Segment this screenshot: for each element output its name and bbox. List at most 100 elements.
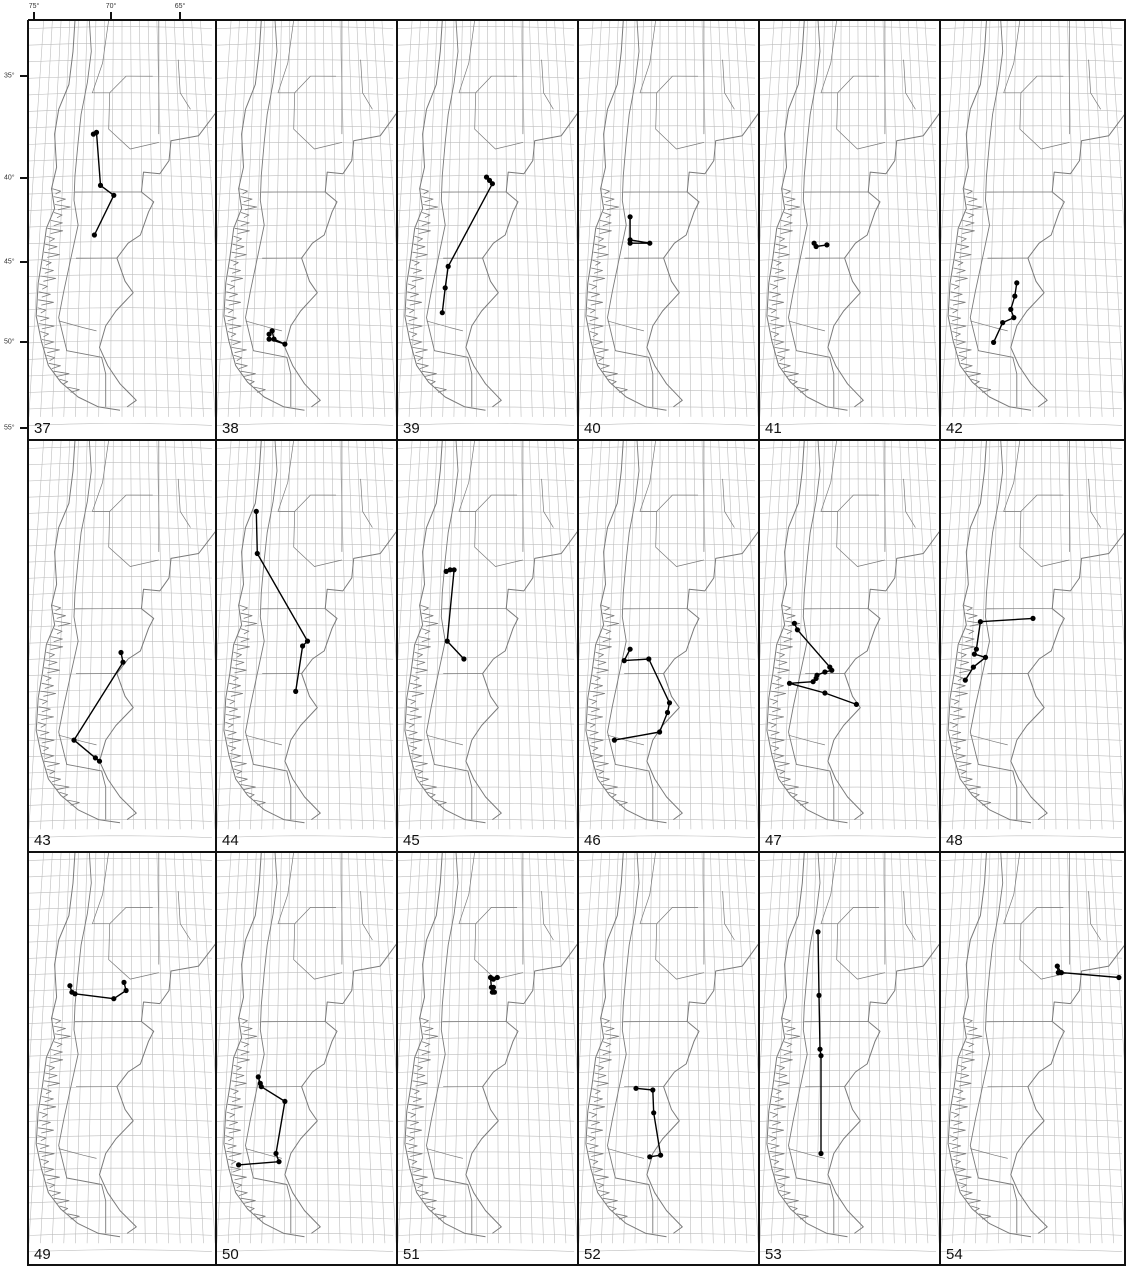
graticule-parallel bbox=[28, 446, 212, 449]
fjord-coast bbox=[234, 227, 250, 234]
province-border bbox=[108, 511, 159, 567]
fjord-coast bbox=[769, 737, 785, 744]
graticule-meridian bbox=[397, 20, 413, 261]
province-border bbox=[474, 92, 523, 150]
fjord-coast bbox=[768, 307, 777, 314]
location-point bbox=[824, 242, 830, 248]
graticule-parallel bbox=[759, 373, 937, 377]
graticule-parallel bbox=[759, 462, 937, 466]
graticule-parallel bbox=[578, 858, 756, 861]
location-point bbox=[96, 758, 103, 764]
fjord-coast bbox=[769, 1150, 785, 1157]
panel-number-label: 37 bbox=[34, 420, 51, 437]
graticule-meridian bbox=[676, 440, 680, 830]
graticule-parallel bbox=[940, 1233, 1123, 1236]
fjord-coast bbox=[770, 745, 780, 752]
graticule-parallel bbox=[940, 390, 1123, 393]
fjord-coast bbox=[979, 799, 992, 806]
graticule-parallel bbox=[940, 657, 1123, 660]
fjord-coast bbox=[772, 682, 784, 689]
pacific-coastline bbox=[585, 20, 667, 411]
fjord-coast bbox=[774, 667, 790, 674]
graticule-parallel bbox=[397, 592, 575, 595]
fjord-coast bbox=[231, 1080, 247, 1087]
location-point bbox=[611, 737, 617, 743]
graticule-parallel bbox=[940, 175, 1123, 178]
atlantic-coastline bbox=[827, 943, 940, 1234]
graticule-parallel bbox=[397, 559, 575, 563]
fjord-coast bbox=[240, 628, 250, 635]
graticule-meridian bbox=[314, 20, 318, 417]
graticule-parallel bbox=[578, 786, 756, 790]
fjord-coast bbox=[408, 745, 418, 752]
graticule-parallel bbox=[397, 1184, 575, 1187]
atlantic-coastline bbox=[284, 530, 397, 821]
province-border bbox=[426, 734, 463, 746]
location-point bbox=[487, 974, 494, 981]
fjord-coast bbox=[601, 605, 610, 611]
map-svg-47 bbox=[759, 440, 940, 852]
pacific-coastline bbox=[947, 20, 1032, 411]
fjord-coast bbox=[772, 267, 784, 274]
fjord-coast bbox=[413, 1072, 426, 1079]
fjord-coast bbox=[227, 745, 237, 752]
chile-argentina-border bbox=[245, 20, 292, 407]
graticule-parallel bbox=[216, 462, 394, 466]
atlantic-coastline bbox=[1010, 530, 1126, 821]
fjord-coast bbox=[966, 204, 983, 211]
fjord-coast bbox=[603, 204, 620, 211]
fjord-coast bbox=[230, 1088, 239, 1095]
fjord-coast bbox=[601, 1017, 610, 1024]
graticule-meridian bbox=[1041, 440, 1045, 830]
graticule-meridian bbox=[182, 440, 204, 830]
graticule-parallel bbox=[940, 705, 1123, 709]
graticule-parallel bbox=[940, 75, 1123, 79]
graticule-parallel bbox=[397, 290, 575, 294]
fjord-coast bbox=[408, 1158, 418, 1165]
graticule-meridian bbox=[1084, 440, 1103, 830]
fjord-coast bbox=[775, 659, 788, 666]
fjord-coast bbox=[588, 283, 598, 290]
province-border bbox=[92, 440, 153, 512]
graticule-meridian bbox=[331, 852, 341, 1244]
fjord-coast bbox=[407, 698, 417, 705]
graticule-meridian bbox=[348, 852, 363, 1244]
location-point bbox=[982, 654, 989, 660]
graticule-parallel bbox=[578, 274, 756, 277]
graticule-parallel bbox=[397, 75, 575, 79]
fjord-coast bbox=[408, 331, 418, 338]
fjord-coast bbox=[784, 620, 801, 627]
graticule-parallel bbox=[216, 125, 394, 129]
province-border bbox=[177, 478, 191, 528]
fjord-coast bbox=[46, 1182, 56, 1189]
graticule-parallel bbox=[216, 92, 394, 96]
fjord-coast bbox=[414, 768, 424, 775]
graticule-parallel bbox=[759, 592, 937, 595]
province-border bbox=[1019, 511, 1070, 567]
fjord-coast bbox=[44, 1080, 60, 1087]
province-border bbox=[177, 891, 191, 941]
fjord-coast bbox=[767, 1143, 780, 1149]
atlantic-coastline bbox=[1010, 112, 1126, 408]
fjord-coast bbox=[957, 1072, 970, 1079]
fjord-coast bbox=[954, 1088, 964, 1095]
graticule-meridian bbox=[1041, 20, 1045, 417]
graticule-parallel bbox=[397, 874, 575, 878]
fjord-coast bbox=[775, 1072, 788, 1079]
graticule-parallel bbox=[28, 224, 212, 228]
graticule-meridian bbox=[250, 20, 265, 417]
graticule-meridian bbox=[476, 852, 480, 1244]
fjord-coast bbox=[587, 299, 604, 306]
fjord-coast bbox=[955, 1174, 972, 1181]
fjord-coast bbox=[589, 275, 606, 282]
fjord-coast bbox=[958, 1182, 967, 1189]
fjord-coast bbox=[422, 204, 439, 211]
province-border bbox=[788, 1148, 825, 1159]
graticule-parallel bbox=[759, 423, 937, 426]
province-border bbox=[655, 92, 704, 150]
graticule-meridian bbox=[75, 20, 88, 417]
fjord-coast bbox=[411, 259, 420, 266]
graticule-meridian bbox=[381, 852, 397, 1090]
graticule-parallel bbox=[578, 1151, 756, 1155]
fjord-coast bbox=[783, 1025, 796, 1032]
